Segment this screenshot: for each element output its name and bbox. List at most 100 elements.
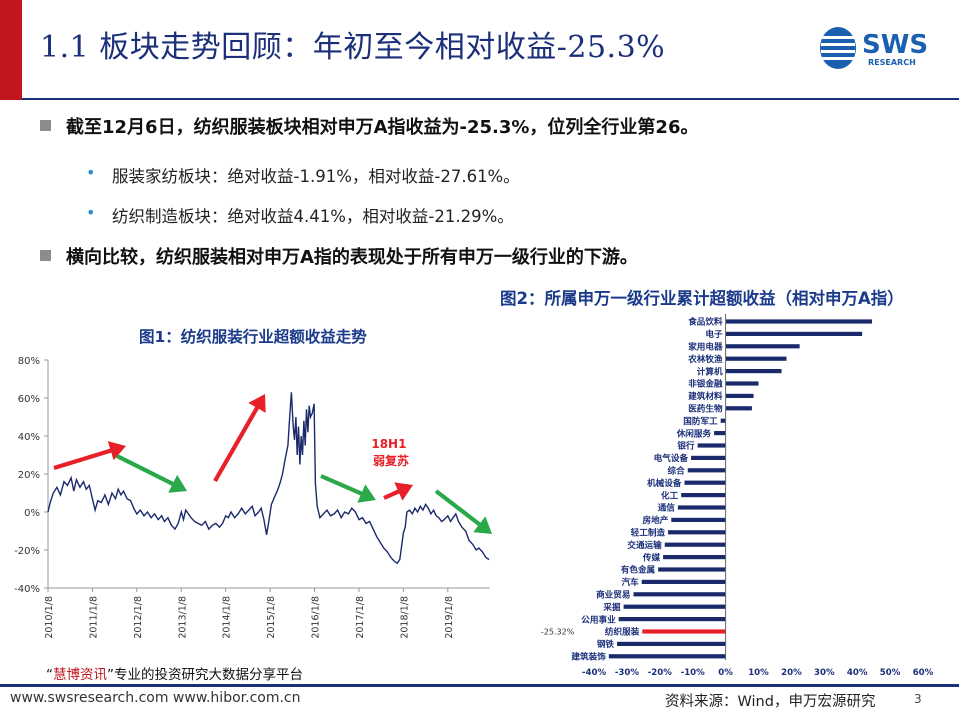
sws-logo-mark-icon [820,27,856,69]
x-tick-label: 2010/1/8 [44,596,55,639]
footer-promo: “慧博资讯”专业的投资研究大数据分享平台 [46,663,303,683]
bar [671,517,726,522]
bar [725,369,782,374]
promo-quote-close: ” [107,667,114,683]
category-label: 电气设备 [654,452,689,464]
chart-2-x-axis: -40% -30% -20% -10% 0% 10% 20% 30% 40% 50% 60% [582,314,934,678]
bullet-1-text: 截至12月6日，纺织服装板块相对申万A指收益为-25.3%，位列全行业第26。 [66,117,699,138]
bar [642,629,726,634]
bar [714,431,726,436]
category-label: 房地产 [643,514,669,526]
bar [633,592,726,597]
category-label: 钢铁 [597,638,615,650]
bar [668,530,726,535]
category-label: 医药生物 [688,403,723,415]
x-tick-label: 2019/1/8 [444,596,455,639]
bar [720,418,726,423]
category-label: 农林牧渔 [687,353,723,365]
bar [681,493,726,498]
category-label: 轻工制造 [631,527,666,539]
category-label: 电子 [705,328,723,340]
chart-2-category-labels: 食品饮料电子家用电器农林牧渔计算机非银金融建筑材料医药生物国防军工休闲服务银行电… [541,316,723,663]
x-tick-label: 2016/1/8 [311,596,322,639]
bullet-2-text: 横向比较，纺织服装相对申万A指的表现处于所有申万一级行业的下游。 [66,247,638,268]
category-label: 交通运输 [627,539,662,551]
category-label: 建筑装饰 [570,651,606,663]
bar [684,480,726,485]
bar [691,455,726,460]
logo-text: SWS [862,30,928,60]
x-tick-label: -30% [615,668,640,678]
promo-name[interactable]: 慧博资讯 [53,667,107,683]
promo-text: 专业的投资研究大数据分享平台 [114,667,303,683]
y-tick-label: -20% [14,546,40,557]
bullet-square-icon [40,250,51,261]
x-tick-label: 0% [718,668,733,678]
footer-source: 资料来源：Wind，申万宏源研究 [665,694,876,710]
x-tick-label: -40% [582,668,607,678]
bar [608,654,726,659]
trend-arrows [53,394,492,534]
bullet-dot-icon: • [86,203,96,222]
category-label: 休闲服务 [676,427,712,439]
bar [725,393,754,398]
bullet-square-icon [40,120,51,131]
footer-url-link[interactable]: www.swsresearch.com www.hibor.com.cn [10,690,301,706]
category-label: 国防军工 [683,415,718,427]
category-label: 化工 [661,489,679,501]
figure-2-title: 图2：所属申万一级行业累计超额收益（相对申万A指） [500,289,904,308]
y-tick-label: 40% [18,432,40,443]
excess-return-series-line [47,392,490,565]
figure-1-title: 图1：纺织服装行业超额收益走势 [139,328,367,346]
x-tick-label: 2013/1/8 [177,596,188,639]
category-label: 通信 [658,502,676,514]
bullet-dot-icon: • [86,163,96,182]
trend-down-arrow-icon [116,454,187,493]
category-label: 非银金融 [688,378,723,390]
logo-subtext: RESEARCH [868,58,916,67]
category-label: 纺织服装 [605,626,640,638]
x-tick-label: 10% [748,668,769,678]
x-tick-label: 2017/1/8 [355,596,366,639]
category-label: 家用电器 [688,341,723,353]
chart-2-bars [608,319,873,659]
trend-down-arrow-icon [434,489,492,534]
footer-divider [0,684,959,687]
promo-quote-open: “ [46,667,53,683]
annotation-line-1: 18H1 [371,437,406,451]
x-tick-label: 2012/1/8 [133,596,144,639]
data-label: -25.32% [541,628,575,637]
category-label: 采掘 [602,601,621,613]
y-tick-label: 80% [18,356,40,367]
bar [725,319,873,324]
title-accent-bar [0,0,22,100]
bar [641,579,726,584]
x-tick-label: -20% [648,668,673,678]
x-tick-label: -10% [681,668,706,678]
category-label: 传媒 [642,551,661,563]
bar [725,381,759,386]
trend-down-arrow-icon [320,474,376,503]
trend-up-arrow-icon [383,482,413,501]
x-tick-label: 2018/1/8 [399,596,410,639]
category-label: 汽车 [622,576,640,588]
category-label: 机械设备 [647,477,682,489]
title-divider [22,98,959,100]
bar [725,356,787,361]
x-tick-label: 2015/1/8 [266,596,277,639]
bar [725,344,800,349]
bar [725,331,863,336]
trend-up-arrow-icon [213,394,266,483]
excess-return-line-chart: 80% 60% 40% 20% 0% -20% -40% 2010/1/8 2011/1/8 20… [14,356,492,639]
x-tick-label: 40% [847,668,868,678]
x-tick-label: 60% [913,668,934,678]
category-label: 商业贸易 [596,589,630,601]
bar [623,604,726,609]
slide-title: 1.1 板块走势回顾：年初至今相对收益-25.3% [40,30,666,65]
bar [617,641,726,646]
x-tick-label: 2011/1/8 [88,596,99,639]
bar [663,555,726,560]
annotation-line-2: 弱复苏 [373,453,409,468]
bar [697,443,726,448]
x-tick-label: 50% [880,668,901,678]
